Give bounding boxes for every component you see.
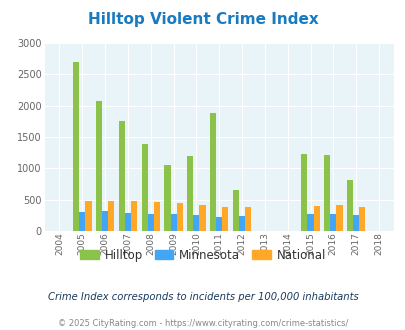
Bar	[131, 201, 137, 231]
Legend: Hilltop, Minnesota, National: Hilltop, Minnesota, National	[75, 244, 330, 266]
Bar	[199, 205, 205, 231]
Bar	[209, 113, 215, 231]
Bar	[358, 207, 364, 231]
Bar	[301, 154, 307, 231]
Bar	[85, 201, 92, 231]
Bar	[313, 206, 319, 231]
Bar	[245, 207, 251, 231]
Bar	[307, 214, 313, 231]
Bar	[215, 216, 222, 231]
Bar	[108, 201, 114, 231]
Bar	[164, 165, 170, 231]
Bar	[79, 212, 85, 231]
Bar	[118, 121, 125, 231]
Bar	[96, 101, 102, 231]
Bar	[336, 205, 342, 231]
Bar	[102, 211, 108, 231]
Bar	[346, 180, 352, 231]
Bar	[352, 215, 358, 231]
Bar	[329, 214, 336, 231]
Bar	[147, 214, 153, 231]
Bar	[170, 214, 176, 231]
Bar	[232, 190, 239, 231]
Bar	[153, 202, 160, 231]
Bar	[73, 62, 79, 231]
Bar	[176, 203, 182, 231]
Bar	[239, 215, 245, 231]
Text: © 2025 CityRating.com - https://www.cityrating.com/crime-statistics/: © 2025 CityRating.com - https://www.city…	[58, 319, 347, 328]
Bar	[222, 207, 228, 231]
Text: Hilltop Violent Crime Index: Hilltop Violent Crime Index	[87, 12, 318, 26]
Bar	[187, 156, 193, 231]
Text: Crime Index corresponds to incidents per 100,000 inhabitants: Crime Index corresponds to incidents per…	[47, 292, 358, 302]
Bar	[125, 213, 131, 231]
Bar	[141, 145, 147, 231]
Bar	[323, 154, 329, 231]
Bar	[193, 215, 199, 231]
